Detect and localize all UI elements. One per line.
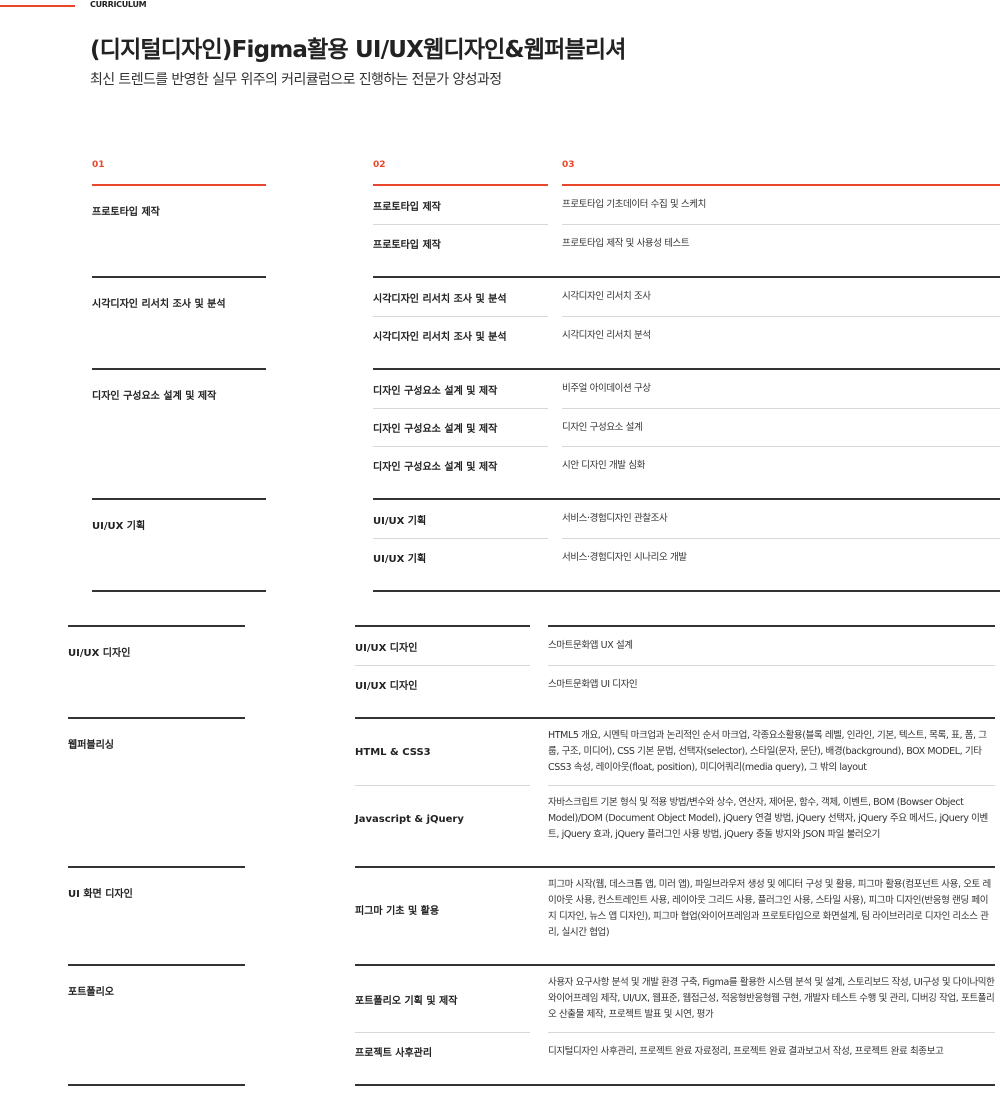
module-name: 프로토타입 제작 [373,201,441,213]
group-rows: 피그마 기초 및 활용 피그마 시작(웹, 데스크톱 앱, 미러 앱), 파일브라… [355,868,995,966]
module-name: 시각디자인 리서치 조사 및 분석 [373,293,507,305]
curriculum-row: UI/UX 기획 서비스·경험디자인 시나리오 개발 [373,538,1000,576]
group-rows: 시각디자인 리서치 조사 및 분석 시각디자인 리서치 조사 시각디자인 리서치 조… [373,278,1000,370]
curriculum-group: 포트폴리오 포트폴리오 기획 및 제작 사용자 요구사항 분석 및 개발 환경 구축… [68,966,995,1086]
curriculum-group: UI/UX 기획 UI/UX 기획 서비스·경험디자인 관찰조사 UI/UX 기획 서비… [92,500,1000,592]
curriculum-row: Javascript & jQuery 자바스크립트 기본 형식 및 적용 방법/… [355,785,995,852]
module-name: 디자인 구성요소 설계 및 제작 [373,385,498,397]
rule [355,600,530,627]
module-content: 디지털디자인 사후관리, 프로젝트 완료 자료정리, 프로젝트 완료 결과보고서… [548,1032,995,1070]
group-title: 시각디자인 리서치 조사 및 분석 [92,278,266,370]
rule [548,600,995,627]
page-title: (디지털디자인)Figma활용 UI/UX웹디자인&웹퍼블리셔 [90,37,626,63]
module-content: 스마트문화앱 UI 디자인 [548,665,995,703]
group-title: UI/UX 디자인 [68,627,245,719]
column-number: 02 [373,160,548,186]
group-rows: 포트폴리오 기획 및 제작 사용자 요구사항 분석 및 개발 환경 구축, Fig… [355,966,995,1086]
group-rows: UI/UX 디자인 스마트문화앱 UX 설계 UI/UX 디자인 스마트문화앱 UI … [355,627,995,719]
module-content: 서비스·경험디자인 시나리오 개발 [562,538,1000,576]
module-content: 서비스·경험디자인 관찰조사 [562,513,668,524]
group-title: UI 화면 디자인 [68,868,245,966]
curriculum-group: 시각디자인 리서치 조사 및 분석 시각디자인 리서치 조사 및 분석 시각디자인 … [92,278,1000,370]
module-name: 디자인 구성요소 설계 및 제작 [373,408,548,446]
module-name: 프로젝트 사후관리 [355,1032,530,1070]
module-name: 프로토타입 제작 [373,224,548,262]
section-top-rule [68,600,995,627]
module-content: 프로토타입 기초데이터 수집 및 스케치 [562,199,706,210]
page-subtitle: 최신 트렌드를 반영한 실무 위주의 커리큘럼으로 진행하는 전문가 양성과정 [90,72,502,88]
curriculum-section: 01 02 03 프로토타입 제작 프로토타입 제작 프로토타입 기초데이터 수집 및 스… [92,160,1000,592]
curriculum-row: 디자인 구성요소 설계 및 제작 시안 디자인 개발 심화 [373,446,1000,484]
group-rows: HTML & CSS3 HTML5 개요, 시멘틱 마크업과 논리적인 순서 마크… [355,719,995,868]
curriculum-row: UI/UX 디자인 스마트문화앱 UX 설계 [355,627,995,665]
module-name: 디자인 구성요소 설계 및 제작 [373,446,548,484]
curriculum-section: UI/UX 디자인 UI/UX 디자인 스마트문화앱 UX 설계 UI/UX 디자인 스… [68,600,995,1086]
curriculum-row: HTML & CSS3 HTML5 개요, 시멘틱 마크업과 논리적인 순서 마크… [355,719,995,785]
module-name: 시각디자인 리서치 조사 및 분석 [373,316,548,354]
module-name: HTML & CSS3 [355,746,431,758]
module-content: HTML5 개요, 시멘틱 마크업과 논리적인 순서 마크업, 각종요소활용(블… [548,730,987,773]
module-content: 디자인 구성요소 설계 [562,408,1000,446]
module-name: Javascript & jQuery [355,785,530,852]
module-name: 포트폴리오 기획 및 제작 [355,995,458,1007]
module-content: 자바스크립트 기본 형식 및 적용 방법/변수와 상수, 연산자, 제어문, 함… [548,785,995,852]
curriculum-row: 포트폴리오 기획 및 제작 사용자 요구사항 분석 및 개발 환경 구축, Fig… [355,966,995,1032]
module-content: 시안 디자인 개발 심화 [562,446,1000,484]
module-name: UI/UX 기획 [373,538,548,576]
module-name: 피그마 기초 및 활용 [355,905,440,917]
curriculum-row: 프로토타입 제작 프로토타입 제작 및 사용성 테스트 [373,224,1000,262]
curriculum-row: 프로토타입 제작 프로토타입 기초데이터 수집 및 스케치 [373,186,1000,224]
column-header: 01 02 03 [92,160,1000,186]
module-name: UI/UX 디자인 [355,665,530,703]
curriculum-row: 디자인 구성요소 설계 및 제작 디자인 구성요소 설계 [373,408,1000,446]
module-content: 스마트문화앱 UX 설계 [548,640,633,651]
group-title: 디자인 구성요소 설계 및 제작 [92,370,266,500]
column-number: 01 [92,160,266,186]
column-number: 03 [562,160,1000,186]
accent-line [0,5,75,7]
curriculum-row: UI/UX 디자인 스마트문화앱 UI 디자인 [355,665,995,703]
group-rows: UI/UX 기획 서비스·경험디자인 관찰조사 UI/UX 기획 서비스·경험디자인 … [373,500,1000,592]
group-title: 포트폴리오 [68,966,245,1086]
curriculum-row: 시각디자인 리서치 조사 및 분석 시각디자인 리서치 조사 [373,278,1000,316]
rule [68,600,245,627]
curriculum-group: 웹퍼블리싱 HTML & CSS3 HTML5 개요, 시멘틱 마크업과 논리적인 … [68,719,995,868]
curriculum-group: 프로토타입 제작 프로토타입 제작 프로토타입 기초데이터 수집 및 스케치 프로토타… [92,186,1000,278]
module-content: 비주얼 아이데이션 구상 [562,383,651,394]
group-title: 프로토타입 제작 [92,186,266,278]
group-rows: 디자인 구성요소 설계 및 제작 비주얼 아이데이션 구상 디자인 구성요소 설계 … [373,370,1000,500]
group-title: UI/UX 기획 [92,500,266,592]
curriculum-group: UI 화면 디자인 피그마 기초 및 활용 피그마 시작(웹, 데스크톱 앱, 미러… [68,868,995,966]
module-content: 사용자 요구사항 분석 및 개발 환경 구축, Figma를 활용한 시스템 분… [548,977,995,1020]
curriculum-row: 피그마 기초 및 활용 피그마 시작(웹, 데스크톱 앱, 미러 앱), 파일브라… [355,868,995,950]
curriculum-row: 시각디자인 리서치 조사 및 분석 시각디자인 리서치 분석 [373,316,1000,354]
section-label: CURRICULUM [90,0,147,9]
curriculum-group: 디자인 구성요소 설계 및 제작 디자인 구성요소 설계 및 제작 비주얼 아이데이… [92,370,1000,500]
module-content: 피그마 시작(웹, 데스크톱 앱, 미러 앱), 파일브라우저 생성 및 에디터… [548,879,991,938]
module-content: 시각디자인 리서치 분석 [562,316,1000,354]
curriculum-group: UI/UX 디자인 UI/UX 디자인 스마트문화앱 UX 설계 UI/UX 디자인 스… [68,627,995,719]
group-title: 웹퍼블리싱 [68,719,245,868]
module-content: 프로토타입 제작 및 사용성 테스트 [562,224,1000,262]
module-name: UI/UX 기획 [373,515,427,527]
curriculum-row: UI/UX 기획 서비스·경험디자인 관찰조사 [373,500,1000,538]
group-rows: 프로토타입 제작 프로토타입 기초데이터 수집 및 스케치 프로토타입 제작 프로토타… [373,186,1000,278]
module-content: 시각디자인 리서치 조사 [562,291,651,302]
curriculum-row: 프로젝트 사후관리 디지털디자인 사후관리, 프로젝트 완료 자료정리, 프로젝트… [355,1032,995,1070]
module-name: UI/UX 디자인 [355,642,418,654]
curriculum-row: 디자인 구성요소 설계 및 제작 비주얼 아이데이션 구상 [373,370,1000,408]
